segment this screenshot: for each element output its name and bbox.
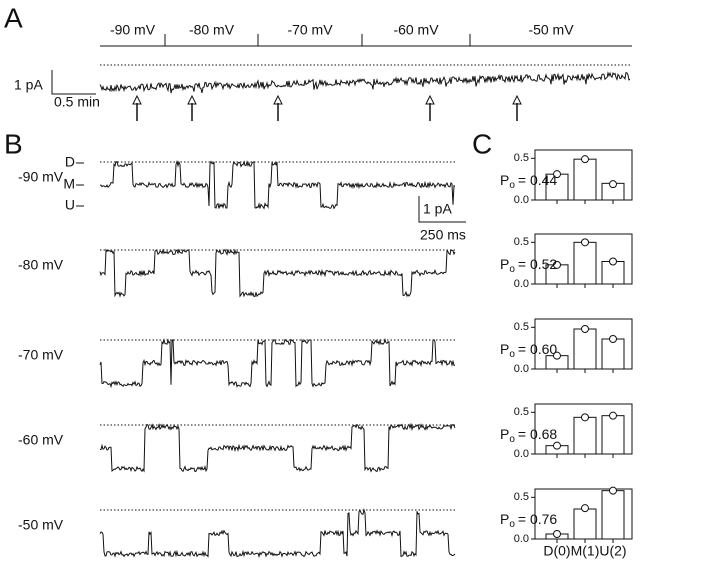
fit-point xyxy=(581,504,589,513)
voltage-label: -50 mV xyxy=(18,517,64,533)
fit-point xyxy=(581,155,589,164)
scale-bar xyxy=(418,196,466,223)
x-tick-label: U(2) xyxy=(599,543,626,559)
bar xyxy=(573,508,597,540)
panel-label: A xyxy=(4,2,23,33)
po-subscript: o xyxy=(509,349,515,360)
level-label: U xyxy=(65,197,75,213)
panel-label: B xyxy=(4,128,23,159)
bar xyxy=(573,241,597,285)
bar xyxy=(573,328,597,370)
y-tick-label: 0.5 xyxy=(514,321,529,333)
panel-label: C xyxy=(472,128,492,159)
voltage-label: -90 mV xyxy=(110,22,156,38)
voltage-label: -70 mV xyxy=(287,22,333,38)
channel-trace xyxy=(100,422,456,473)
voltage-label: -60 mV xyxy=(393,22,439,38)
voltage-label: -60 mV xyxy=(18,432,64,448)
bar xyxy=(601,338,625,370)
x-tick-label: M(1) xyxy=(571,543,600,559)
channel-trace xyxy=(99,507,456,559)
y-tick-label: 0.0 xyxy=(514,533,529,545)
arrow-head xyxy=(273,94,283,105)
po-subscript: o xyxy=(509,180,515,191)
po-label: Po = 0.76 xyxy=(500,511,557,530)
fit-point xyxy=(581,325,589,333)
bar xyxy=(601,490,625,540)
bar xyxy=(601,415,625,455)
po-subscript: o xyxy=(509,434,515,445)
fit-point xyxy=(553,170,561,179)
channel-trace xyxy=(99,159,456,210)
scale-label: 250 ms xyxy=(420,227,466,243)
po-symbol: P xyxy=(500,172,509,188)
voltage-label: -80 mV xyxy=(18,257,64,273)
y-tick-label: 0.0 xyxy=(514,194,529,206)
y-tick-label: 0.0 xyxy=(514,278,529,290)
level-label: M xyxy=(63,176,75,192)
scale-label: 0.5 min xyxy=(54,94,100,110)
y-tick-label: 0.5 xyxy=(514,152,529,164)
y-tick-label: 0.5 xyxy=(514,491,529,503)
channel-trace xyxy=(99,337,456,389)
voltage-label: -90 mV xyxy=(18,169,64,185)
level-label: D xyxy=(65,154,75,170)
scale-label: 1 pA xyxy=(423,201,452,217)
voltage-label: -50 mV xyxy=(528,22,574,38)
po-label: Po = 0.60 xyxy=(500,341,557,360)
level-ticks xyxy=(76,162,84,207)
voltage-label: -70 mV xyxy=(18,347,64,363)
channel-trace xyxy=(99,248,456,298)
scale-bar xyxy=(51,70,96,95)
po-symbol: P xyxy=(500,256,509,272)
y-tick-label: 0.5 xyxy=(514,406,529,418)
po-symbol: P xyxy=(500,341,509,357)
po-label: Po = 0.52 xyxy=(500,256,557,275)
arrow-head xyxy=(512,94,522,105)
bar xyxy=(573,416,597,455)
fit-point xyxy=(609,257,617,266)
arrow-head xyxy=(425,94,435,105)
fit-point xyxy=(553,441,561,450)
po-symbol: P xyxy=(500,511,509,527)
po-value: = 0.68 xyxy=(518,426,558,442)
po-value: = 0.44 xyxy=(518,172,558,188)
y-tick-label: 0.5 xyxy=(514,236,529,248)
fit-point xyxy=(553,351,561,360)
bar xyxy=(573,158,597,201)
po-value: = 0.76 xyxy=(518,511,558,527)
po-subscript: o xyxy=(509,519,515,530)
y-tick-label: 0.0 xyxy=(514,448,529,460)
fit-point xyxy=(609,335,617,343)
arrow-head xyxy=(187,94,197,105)
arrow-head xyxy=(132,94,142,105)
po-value: = 0.60 xyxy=(518,341,558,357)
x-tick-label: D(0) xyxy=(543,543,570,559)
y-tick-label: 0.0 xyxy=(514,363,529,375)
po-subscript: o xyxy=(509,264,515,275)
fit-point xyxy=(581,413,589,422)
po-symbol: P xyxy=(500,426,509,442)
po-label: Po = 0.44 xyxy=(500,172,557,191)
fit-point xyxy=(609,180,617,189)
current-trace xyxy=(99,71,631,94)
scale-label: 1 pA xyxy=(14,77,43,93)
fit-point xyxy=(553,260,561,269)
fit-point xyxy=(581,238,589,247)
voltage-label: -80 mV xyxy=(189,22,235,38)
po-value: = 0.52 xyxy=(518,256,558,272)
fit-point xyxy=(609,411,617,420)
fit-point xyxy=(553,530,561,538)
fit-point xyxy=(609,486,617,495)
po-label: Po = 0.68 xyxy=(500,426,557,445)
